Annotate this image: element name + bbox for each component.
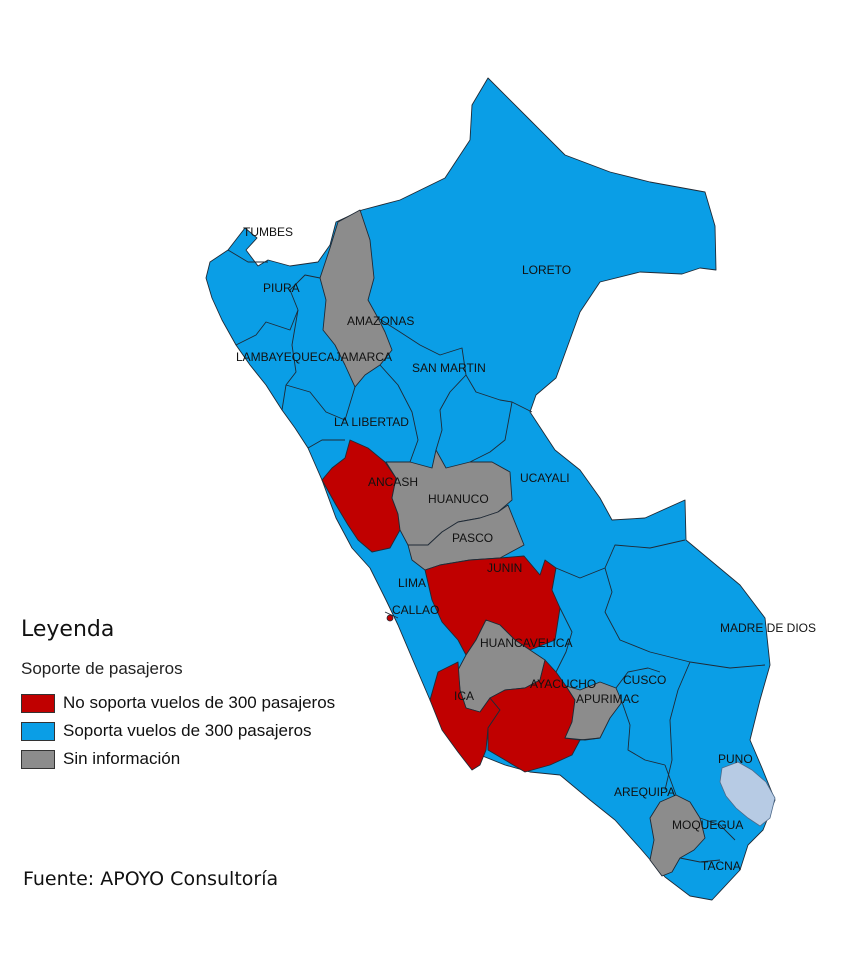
- label-pasco: PASCO: [452, 531, 493, 545]
- label-moquegua: MOQUEGUA: [672, 818, 743, 832]
- border-tumbes-piura: [227, 249, 268, 263]
- label-piura: PIURA: [263, 281, 300, 295]
- legend-item-soporta: Soporta vuelos de 300 pasajeros: [21, 717, 401, 745]
- label-cusco: CUSCO: [623, 673, 666, 687]
- legend-label: Soporta vuelos de 300 pasajeros: [63, 721, 312, 740]
- border-moquegua-tacna: [679, 857, 721, 863]
- callao-marker: [386, 614, 394, 622]
- border-lambayeque-cajamarca: [281, 309, 299, 411]
- region-junin: [424, 555, 561, 656]
- border-cusco-madrededios: [604, 567, 766, 669]
- label-ayacucho: AYACUCHO: [530, 677, 596, 691]
- border-piura-cajamarca: [289, 274, 321, 311]
- legend-subtitle: Soporte de pasajeros: [21, 659, 183, 678]
- legend-label: No soporta vuelos de 300 pasajeros: [63, 693, 336, 712]
- border-lalibertad-ancash: [307, 439, 345, 449]
- border-cajamarca-lalibertad: [285, 384, 356, 421]
- label-lima: LIMA: [398, 576, 426, 590]
- legend-item-sin-info: Sin información: [21, 745, 401, 773]
- source-note: Fuente: APOYO Consultoría: [23, 868, 279, 890]
- label-ica: ICA: [454, 689, 474, 703]
- label-tacna: TACNA: [701, 859, 741, 873]
- border-huanuco-ucayali: [469, 401, 513, 463]
- legend-item-no-soporta: No soporta vuelos de 300 pasajeros: [21, 689, 401, 717]
- label-amazonas: AMAZONAS: [347, 314, 414, 328]
- label-madre-de-dios: MADRE DE DIOS: [720, 621, 816, 635]
- label-san-martin: SAN MARTIN: [412, 361, 486, 375]
- border-junin-cusco: [555, 607, 573, 673]
- border-cusco-arequipa: [621, 701, 666, 766]
- label-lambayeque: LAMBAYEQUE: [236, 350, 318, 364]
- label-tumbes: TUMBES: [243, 225, 293, 239]
- legend-title: Leyenda: [21, 617, 115, 642]
- border-ucayali-madrededios: [555, 539, 686, 579]
- lake-titicaca: [719, 761, 776, 827]
- border-cusco-puno: [664, 661, 691, 791]
- label-cajamarca: CAJAMARCA: [318, 350, 392, 364]
- border-cusco-apurimac: [615, 667, 661, 689]
- label-arequipa: AREQUIPA: [614, 785, 675, 799]
- label-ancash: ANCASH: [368, 475, 418, 489]
- border-ayacucho-arequipa: [579, 737, 601, 741]
- region-apurimac: [564, 681, 623, 741]
- border-piura-lambayeque: [235, 309, 299, 346]
- legend-swatch-blue: [21, 721, 55, 741]
- label-junin: JUNIN: [487, 561, 522, 575]
- legend: Leyenda Soporte de pasajeros No soporta …: [21, 617, 401, 773]
- legend-swatch-red: [21, 693, 55, 713]
- label-la-libertad: LA LIBERTAD: [334, 415, 409, 429]
- border-loreto-ucayali: [465, 374, 533, 413]
- label-puno: PUNO: [718, 752, 753, 766]
- legend-label: Sin información: [63, 749, 181, 768]
- label-huanuco: HUANUCO: [428, 492, 489, 506]
- label-callao: CALLAO: [392, 603, 439, 617]
- border-arequipa-puno: [664, 764, 677, 796]
- label-ucayali: UCAYALI: [520, 471, 570, 485]
- label-huancavelica: HUANCAVELICA: [480, 636, 572, 650]
- label-apurimac: APURIMAC: [576, 692, 640, 706]
- border-lalibertad-sanmartin: [379, 364, 419, 463]
- legend-swatch-gray: [21, 749, 55, 769]
- region-amazonas: [319, 209, 393, 388]
- border-sanmartin-loreto: [377, 317, 467, 451]
- label-loreto: LORETO: [522, 263, 571, 277]
- border-tacna-puno: [699, 817, 736, 841]
